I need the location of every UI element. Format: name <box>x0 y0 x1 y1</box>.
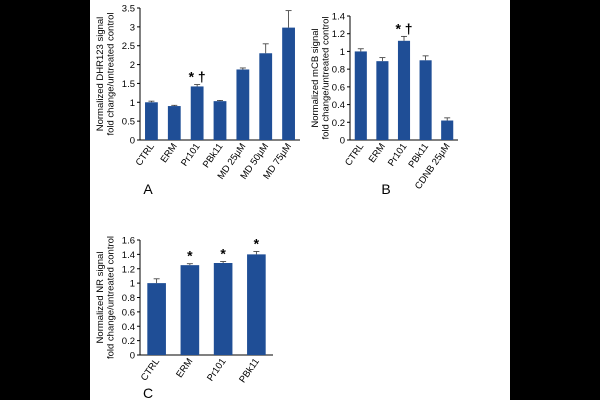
bar <box>397 40 411 140</box>
y-tick-label: 1.2 <box>332 29 345 40</box>
y-tick-label: 2.5 <box>122 41 135 52</box>
x-tick-label: CTRL <box>134 141 157 168</box>
x-tick-label: ERM <box>159 141 180 165</box>
significance-marker: * † <box>395 20 412 36</box>
bar <box>354 51 367 140</box>
figure-charts: 0 0.5 1 1.5 2 2.5 3 3.5 Normalized DHR123 signal… <box>95 4 458 400</box>
y-axis-label: Normalized mCB signalfold change/untreat… <box>310 16 332 139</box>
bar <box>236 69 250 140</box>
x-tick-label: CTRL <box>139 356 162 383</box>
bar <box>441 120 454 140</box>
y-tick-label: 1.4 <box>332 12 345 23</box>
x-tick-label: Pr101 <box>205 356 229 383</box>
bar <box>213 101 227 140</box>
x-tick-label: CTRL <box>343 141 366 168</box>
bar <box>145 102 158 140</box>
bar <box>259 53 273 140</box>
bar <box>167 106 181 140</box>
y-tick-label: 2 <box>130 60 135 71</box>
significance-marker: * <box>187 248 193 264</box>
chart-panel-c: 0 0.2 0.4 0.6 0.8 1 1.2 1.4 1.6 Normalized NR sig… <box>95 236 273 400</box>
bar <box>190 86 204 140</box>
significance-marker: * † <box>189 69 206 85</box>
significance-marker: * <box>254 236 260 252</box>
y-tick-label: 0 <box>130 136 135 147</box>
y-tick-label: 0.8 <box>122 293 135 304</box>
y-tick-label: 0.6 <box>122 307 135 318</box>
y-axis-label: Normalized DHR123 signalfold change/untr… <box>95 12 117 135</box>
y-tick-label: 0.6 <box>332 82 345 93</box>
y-tick-label: 3 <box>130 22 135 33</box>
bar <box>147 283 166 355</box>
x-tick-label: ERM <box>367 141 388 165</box>
y-tick-label: 0.4 <box>332 100 345 111</box>
y-axis-label-line: Normalized NR signal <box>95 252 106 344</box>
y-tick-label: 1.5 <box>122 79 135 90</box>
panel-letter: C <box>143 385 153 400</box>
y-tick-label: 0.4 <box>122 322 135 333</box>
y-tick-label: 0.2 <box>122 336 135 347</box>
y-axis-label-line: fold change/untreated control <box>106 12 117 135</box>
x-tick-label: Pr101 <box>179 141 203 168</box>
y-axis-label: Normalized NR signalfold change/untreate… <box>95 236 117 359</box>
y-axis-label-line: Normalized mCB signal <box>310 28 321 127</box>
y-axis-label-line: fold change/untreated control <box>106 236 117 359</box>
y-axis-label-line: fold change/untreated control <box>321 16 332 139</box>
panel-letter: A <box>143 181 153 197</box>
y-tick-label: 3.5 <box>122 4 135 15</box>
y-tick-label: 1.6 <box>122 236 135 247</box>
chart-panel-a: 0 0.5 1 1.5 2 2.5 3 3.5 Normalized DHR123 signal… <box>95 4 300 197</box>
bar <box>180 265 200 355</box>
significance-marker: * <box>220 246 226 262</box>
x-tick-label: ERM <box>174 356 195 380</box>
figure-panel: 0 0.5 1 1.5 2 2.5 3 3.5 Normalized DHR123 signal… <box>90 0 510 400</box>
y-tick-label: 1.2 <box>122 264 135 275</box>
y-tick-label: 0.8 <box>332 65 345 76</box>
panel-letter: B <box>381 181 390 197</box>
y-axis-label-line: Normalized DHR123 signal <box>95 17 106 132</box>
y-tick-label: 0.5 <box>122 117 135 128</box>
bar <box>247 254 266 355</box>
y-tick-label: 1 <box>130 279 135 290</box>
x-tick-label: PBk11 <box>237 356 262 385</box>
y-tick-label: 0 <box>340 136 345 147</box>
y-tick-label: 1 <box>340 47 345 58</box>
y-tick-label: 0.2 <box>332 118 345 129</box>
bar <box>282 27 295 141</box>
bar <box>213 263 233 355</box>
y-tick-label: 0 <box>130 351 135 362</box>
bar <box>376 61 389 140</box>
bar <box>419 60 432 140</box>
y-tick-label: 1 <box>130 98 135 109</box>
y-tick-label: 1.4 <box>122 250 135 261</box>
